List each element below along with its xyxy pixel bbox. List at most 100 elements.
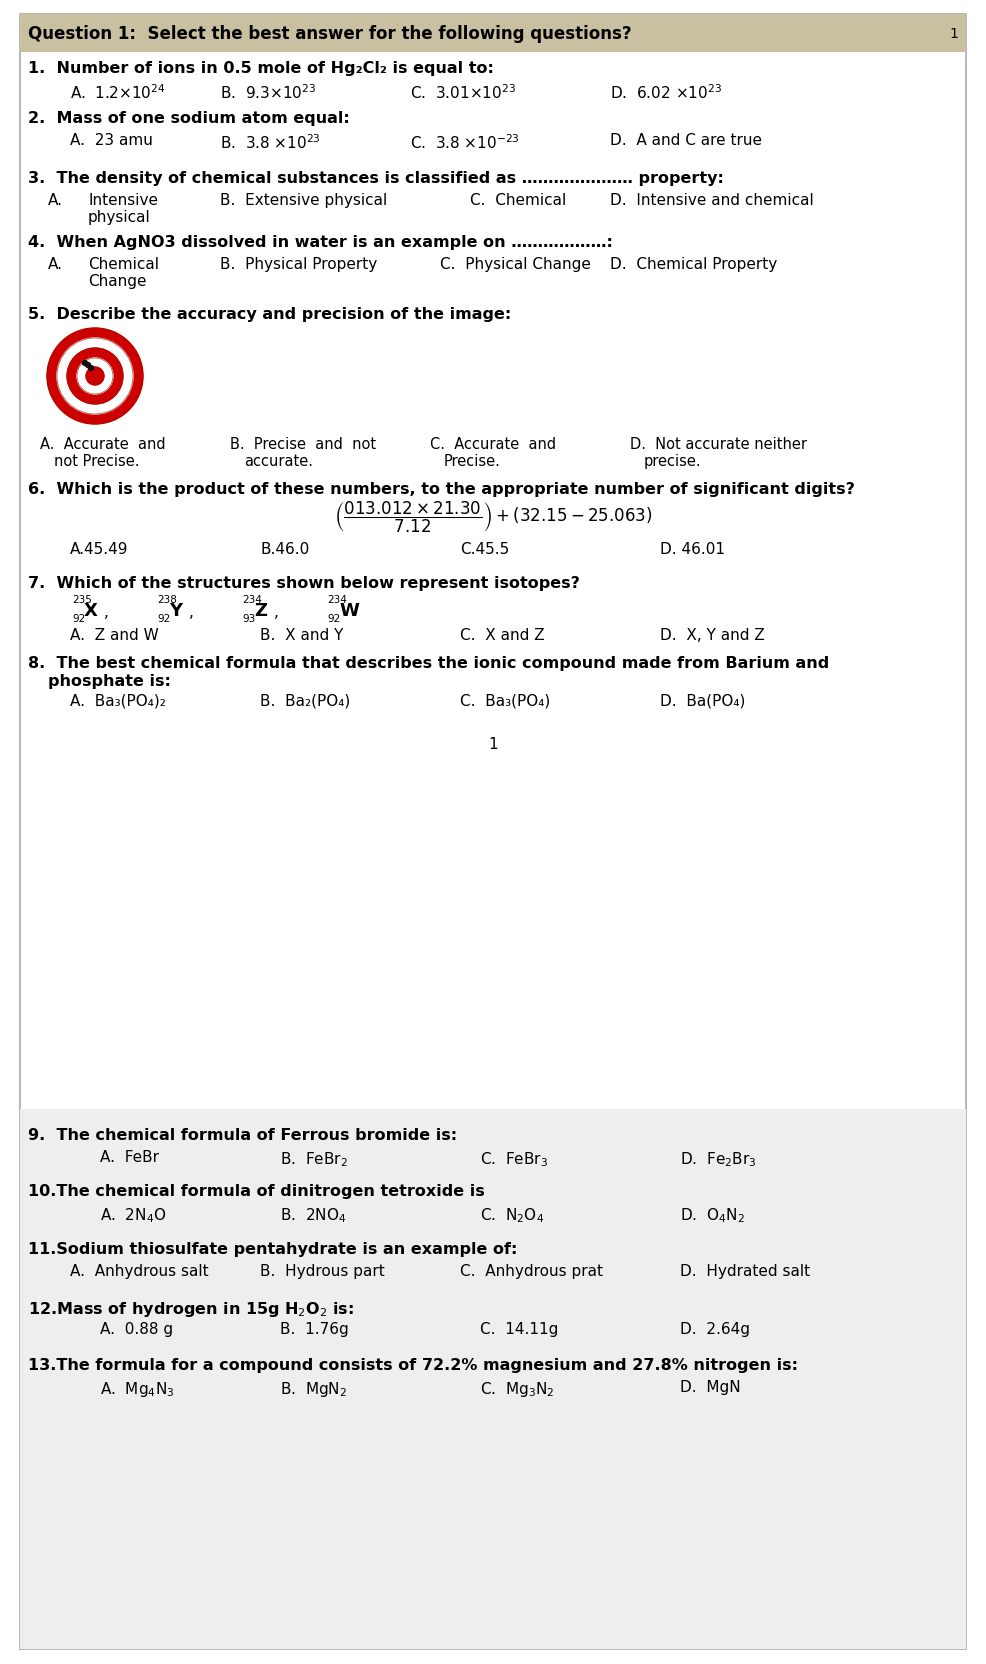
Text: A.  Mg$_4$N$_3$: A. Mg$_4$N$_3$ xyxy=(100,1379,175,1398)
Text: A.  Z and W: A. Z and W xyxy=(70,627,159,642)
Text: C.  FeBr$_3$: C. FeBr$_3$ xyxy=(480,1150,548,1168)
Text: D. 46.01: D. 46.01 xyxy=(660,542,725,557)
Text: D.  2.64g: D. 2.64g xyxy=(680,1321,750,1336)
Text: C.  14.11g: C. 14.11g xyxy=(480,1321,558,1336)
Text: D.  Fe$_2$Br$_3$: D. Fe$_2$Br$_3$ xyxy=(680,1150,756,1168)
Text: C.  X and Z: C. X and Z xyxy=(460,627,544,642)
Text: B.  9.3×10$^{23}$: B. 9.3×10$^{23}$ xyxy=(220,83,317,102)
Text: not Precise.: not Precise. xyxy=(54,454,139,469)
Text: A.: A. xyxy=(48,193,63,208)
Text: 238: 238 xyxy=(157,594,176,604)
Text: 12.Mass of hydrogen in 15g H$_2$O$_2$ is:: 12.Mass of hydrogen in 15g H$_2$O$_2$ is… xyxy=(28,1300,354,1318)
Text: 2.  Mass of one sodium atom equal:: 2. Mass of one sodium atom equal: xyxy=(28,111,350,126)
Text: 5.  Describe the accuracy and precision of the image:: 5. Describe the accuracy and precision o… xyxy=(28,306,512,321)
Text: 235: 235 xyxy=(72,594,92,604)
Text: C.  Mg$_3$N$_2$: C. Mg$_3$N$_2$ xyxy=(480,1379,555,1398)
Text: D.  X, Y and Z: D. X, Y and Z xyxy=(660,627,765,642)
Text: Precise.: Precise. xyxy=(444,454,501,469)
Text: 1: 1 xyxy=(488,737,498,752)
Text: $\left(\dfrac{013.012 \times 21.30}{7.12}\right) + (32.15 - 25.063)$: $\left(\dfrac{013.012 \times 21.30}{7.12… xyxy=(334,499,652,534)
Circle shape xyxy=(83,361,88,366)
Text: Chemical: Chemical xyxy=(88,256,159,271)
Text: C.  Ba₃(PO₄): C. Ba₃(PO₄) xyxy=(460,694,550,709)
Text: 11.Sodium thiosulfate pentahydrate is an example of:: 11.Sodium thiosulfate pentahydrate is an… xyxy=(28,1241,518,1256)
Text: C.  Accurate  and: C. Accurate and xyxy=(430,436,556,451)
Text: 6.  Which is the product of these numbers, to the appropriate number of signific: 6. Which is the product of these numbers… xyxy=(28,481,855,496)
Text: B.  2NO$_4$: B. 2NO$_4$ xyxy=(280,1205,346,1225)
Text: ,: , xyxy=(104,604,108,619)
Text: accurate.: accurate. xyxy=(244,454,313,469)
Text: 1: 1 xyxy=(950,27,958,42)
Text: A.  2N$_4$O: A. 2N$_4$O xyxy=(100,1205,167,1225)
Text: B.46.0: B.46.0 xyxy=(260,542,310,557)
Text: D.  Intensive and chemical: D. Intensive and chemical xyxy=(610,193,813,208)
Circle shape xyxy=(67,349,123,404)
Text: 234: 234 xyxy=(242,594,262,604)
Text: 92: 92 xyxy=(157,614,171,624)
Text: D.  Hydrated salt: D. Hydrated salt xyxy=(680,1263,810,1278)
Text: A.  FeBr: A. FeBr xyxy=(100,1150,159,1165)
Text: B.  MgN$_2$: B. MgN$_2$ xyxy=(280,1379,347,1398)
Text: B.  X and Y: B. X and Y xyxy=(260,627,343,642)
Text: 92: 92 xyxy=(327,614,340,624)
Text: B.  Precise  and  not: B. Precise and not xyxy=(230,436,376,451)
Text: B.  Extensive physical: B. Extensive physical xyxy=(220,193,387,208)
Circle shape xyxy=(77,359,113,394)
Text: 8.  The best chemical formula that describes the ionic compound made from Barium: 8. The best chemical formula that descri… xyxy=(28,656,829,671)
Text: phosphate is:: phosphate is: xyxy=(48,674,171,689)
Text: precise.: precise. xyxy=(644,454,702,469)
Text: B.  1.76g: B. 1.76g xyxy=(280,1321,349,1336)
Circle shape xyxy=(57,339,133,414)
Text: Y: Y xyxy=(169,602,182,619)
Text: A.: A. xyxy=(48,256,63,271)
Text: A.  1.2×10$^{24}$: A. 1.2×10$^{24}$ xyxy=(70,83,166,102)
Text: C.  Chemical: C. Chemical xyxy=(470,193,566,208)
Text: B.  3.8 ×10$^{23}$: B. 3.8 ×10$^{23}$ xyxy=(220,133,320,151)
Text: 92: 92 xyxy=(72,614,85,624)
Text: A.  0.88 g: A. 0.88 g xyxy=(100,1321,174,1336)
Circle shape xyxy=(86,368,104,386)
Bar xyxy=(20,1110,966,1649)
Text: A.  Ba₃(PO₄)₂: A. Ba₃(PO₄)₂ xyxy=(70,694,166,709)
Text: D.  Chemical Property: D. Chemical Property xyxy=(610,256,777,271)
Text: Z: Z xyxy=(254,602,267,619)
Text: D.  Ba(PO₄): D. Ba(PO₄) xyxy=(660,694,745,709)
Text: C.  3.8 ×10$^{-23}$: C. 3.8 ×10$^{-23}$ xyxy=(410,133,520,151)
Text: Question 1:  Select the best answer for the following questions?: Question 1: Select the best answer for t… xyxy=(28,25,632,43)
Circle shape xyxy=(47,329,143,424)
Text: physical: physical xyxy=(88,210,151,225)
Text: W: W xyxy=(339,602,359,619)
Text: Intensive: Intensive xyxy=(88,193,158,208)
Text: A.  Anhydrous salt: A. Anhydrous salt xyxy=(70,1263,209,1278)
Text: 10.The chemical formula of dinitrogen tetroxide is: 10.The chemical formula of dinitrogen te… xyxy=(28,1183,485,1198)
Text: C.  3.01×10$^{23}$: C. 3.01×10$^{23}$ xyxy=(410,83,516,102)
Text: D.  A and C are true: D. A and C are true xyxy=(610,133,762,148)
Text: 13.The formula for a compound consists of 72.2% magnesium and 27.8% nitrogen is:: 13.The formula for a compound consists o… xyxy=(28,1358,798,1373)
Text: C.45.5: C.45.5 xyxy=(460,542,509,557)
Text: 93: 93 xyxy=(242,614,255,624)
Text: 4.  When AgNO3 dissolved in water is an example on ………………:: 4. When AgNO3 dissolved in water is an e… xyxy=(28,235,613,250)
Text: A.45.49: A.45.49 xyxy=(70,542,128,557)
Text: X: X xyxy=(84,602,98,619)
Text: 3.  The density of chemical substances is classified as ………………… property:: 3. The density of chemical substances is… xyxy=(28,171,724,186)
Circle shape xyxy=(89,366,94,371)
Text: D.  O$_4$N$_2$: D. O$_4$N$_2$ xyxy=(680,1205,745,1225)
Text: 7.  Which of the structures shown below represent isotopes?: 7. Which of the structures shown below r… xyxy=(28,576,580,591)
Text: ,: , xyxy=(189,604,194,619)
Text: 234: 234 xyxy=(327,594,347,604)
Text: D.  6.02 ×10$^{23}$: D. 6.02 ×10$^{23}$ xyxy=(610,83,722,102)
Text: ,: , xyxy=(274,604,279,619)
Text: Change: Change xyxy=(88,275,147,290)
Circle shape xyxy=(86,363,91,368)
Text: D.  MgN: D. MgN xyxy=(680,1379,740,1394)
Text: C.  Physical Change: C. Physical Change xyxy=(440,256,591,271)
Text: D.  Not accurate neither: D. Not accurate neither xyxy=(630,436,807,451)
Text: C.  N$_2$O$_4$: C. N$_2$O$_4$ xyxy=(480,1205,544,1225)
Text: B.  FeBr$_2$: B. FeBr$_2$ xyxy=(280,1150,348,1168)
Text: A.  Accurate  and: A. Accurate and xyxy=(40,436,166,451)
Text: B.  Hydrous part: B. Hydrous part xyxy=(260,1263,385,1278)
Text: B.  Ba₂(PO₄): B. Ba₂(PO₄) xyxy=(260,694,350,709)
Text: C.  Anhydrous prat: C. Anhydrous prat xyxy=(460,1263,603,1278)
Text: 1.  Number of ions in 0.5 mole of Hg₂Cl₂ is equal to:: 1. Number of ions in 0.5 mole of Hg₂Cl₂ … xyxy=(28,62,494,77)
Bar xyxy=(20,15,966,53)
